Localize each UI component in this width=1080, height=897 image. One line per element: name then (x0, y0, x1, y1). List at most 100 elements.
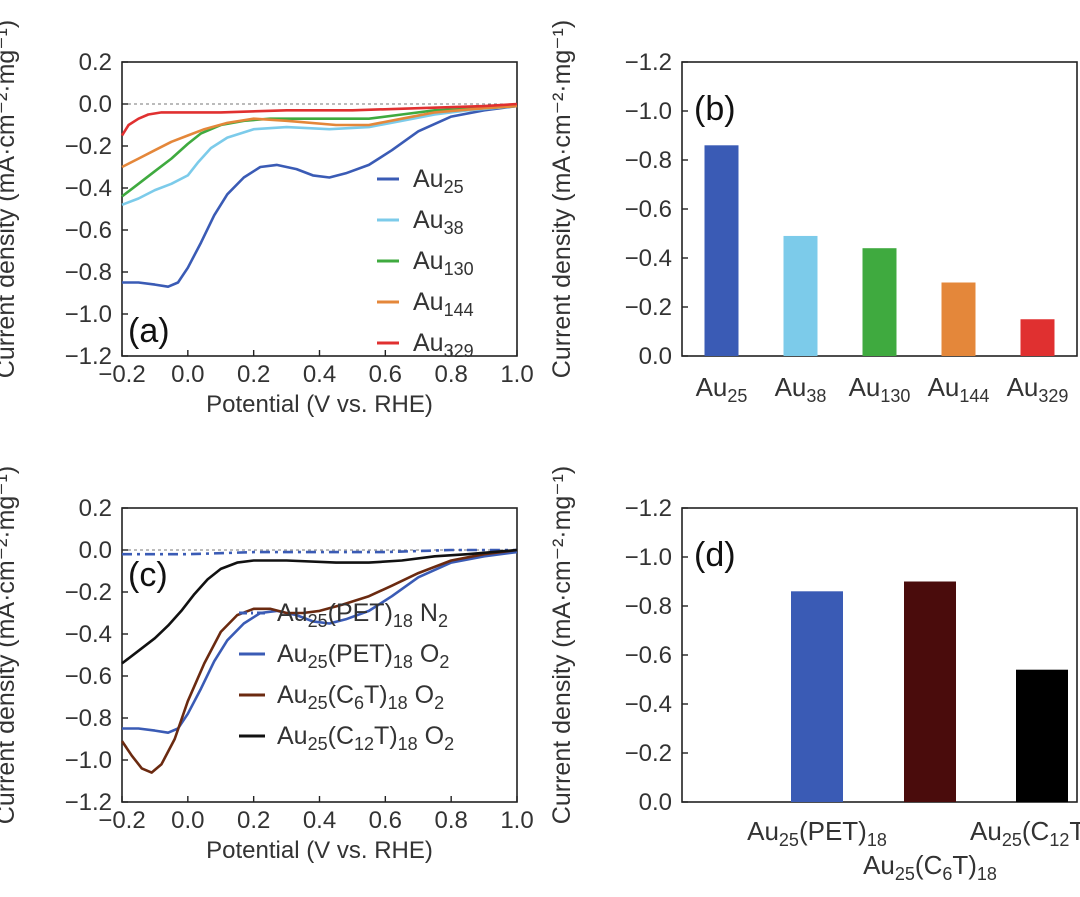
panel-label: (c) (128, 556, 168, 594)
y-tick-label: −0.4 (625, 691, 672, 718)
legend-label: Au25(C12T)18 O2 (277, 722, 454, 754)
y-tick-label: 0.2 (79, 495, 112, 522)
text-part: Au (277, 599, 308, 627)
text-part: (C (328, 681, 354, 709)
text-part: 18 (393, 611, 413, 631)
bar (704, 145, 739, 356)
text-part: 2 (434, 693, 444, 713)
text-part: 2 (444, 734, 454, 754)
series-line (120, 102, 518, 137)
legend-label: Au25 (413, 165, 464, 197)
category-label: Au38 (775, 372, 827, 406)
y-tick-label: −0.2 (65, 133, 112, 160)
y-tick-label: −1.2 (65, 343, 112, 370)
text-part: O (413, 640, 439, 668)
bar (1020, 319, 1055, 356)
y-axis-label: Current density (mA·cm⁻²·mg⁻¹) (0, 20, 20, 378)
bar (941, 282, 976, 356)
y-tick-label: −0.2 (625, 740, 672, 767)
text-part: 25 (895, 864, 915, 884)
category-label: Au25(C12T)18 (970, 816, 1080, 850)
text-part: 38 (444, 218, 464, 238)
text-part: 25 (779, 830, 799, 850)
category-label: Au25(PET)18 (747, 816, 887, 850)
text-part: 130 (880, 386, 910, 406)
text-part: Au (696, 372, 728, 402)
y-tick-label: −0.4 (625, 245, 672, 272)
series-line (122, 550, 518, 734)
text-part: T) (374, 722, 398, 750)
category-label: Au130 (849, 372, 911, 406)
legend-label: Au144 (413, 288, 474, 320)
text-part: (C (328, 722, 354, 750)
bar (904, 581, 956, 802)
x-tick-label: 0.8 (434, 807, 467, 834)
text-part: Au (1007, 372, 1039, 402)
text-part: (C (1022, 816, 1049, 846)
x-tick-label: 0.2 (237, 807, 270, 834)
y-tick-label: −0.6 (625, 196, 672, 223)
text-part: 144 (444, 300, 474, 320)
panel-label: (d) (694, 536, 736, 574)
bar (1016, 669, 1068, 802)
y-tick-label: −1.0 (65, 301, 112, 328)
panel-label: (a) (128, 312, 170, 350)
y-tick-label: 0.0 (79, 91, 112, 118)
text-part: (PET) (799, 816, 867, 846)
y-tick-label: −1.2 (625, 49, 672, 76)
text-part: Au (928, 372, 960, 402)
text-part: Au (413, 288, 444, 316)
text-part: 38 (806, 386, 826, 406)
category-label: Au25 (696, 372, 748, 406)
text-part: (PET) (328, 599, 393, 627)
text-part: 25 (308, 611, 328, 631)
y-tick-label: −1.0 (625, 98, 672, 125)
bar (791, 591, 843, 802)
text-part: Au (775, 372, 807, 402)
text-part: T) (952, 850, 977, 880)
panel-c-line-chart: −0.2 0.0 0.2 0.4 0.6 0.8 1.0 0.2 0.0 −0.2 −0.4 −0.6… (0, 466, 534, 864)
text-part: Au (849, 372, 881, 402)
y-tick-label: −0.8 (625, 147, 672, 174)
text-part: 12 (1049, 830, 1069, 850)
y-tick-label: 0.2 (79, 49, 112, 76)
category-label: Au144 (928, 372, 990, 406)
x-tick-label: 0.6 (369, 807, 402, 834)
panel-a-line-chart: −0.2 0.0 0.2 0.4 0.6 0.8 1.0 0.2 0.0 −0.2 −0.4 −0.6… (0, 20, 534, 418)
y-tick-label: −0.6 (65, 663, 112, 690)
text-part: 25 (308, 734, 328, 754)
y-tick-label: −1.0 (625, 544, 672, 571)
text-part: Au (413, 247, 444, 275)
x-tick-label: 0.8 (434, 361, 467, 388)
y-tick-label: 0.0 (79, 537, 112, 564)
text-part: Au (413, 206, 444, 234)
series-line (121, 548, 518, 665)
text-part: Au (970, 816, 1002, 846)
y-tick-label: −1.2 (625, 495, 672, 522)
text-part: 130 (444, 259, 474, 279)
text-part: 25 (444, 177, 464, 197)
y-tick-label: −0.4 (65, 175, 112, 202)
text-part: 2 (439, 652, 449, 672)
series-line (122, 104, 518, 288)
panel-d-bar-chart: −1.2−1.0−0.8−0.6−0.4−0.20.0Au25(PET)18Au… (548, 466, 1080, 884)
x-tick-label: 0.6 (369, 361, 402, 388)
y-tick-label: −1.2 (65, 789, 112, 816)
x-tick-label: 0.2 (237, 361, 270, 388)
text-part: 18 (977, 864, 997, 884)
legend-label: Au25(PET)18 N2 (277, 599, 448, 631)
y-tick-label: −1.0 (65, 747, 112, 774)
x-axis-label: Potential (V vs. RHE) (206, 837, 433, 864)
text-part: Au (413, 165, 444, 193)
y-tick-label: −0.8 (65, 705, 112, 732)
text-part: 18 (867, 830, 887, 850)
series-line (121, 104, 518, 169)
text-part: 25 (308, 693, 328, 713)
text-part: 6 (354, 693, 364, 713)
legend-label: Au25(C6T)18 O2 (277, 681, 444, 713)
text-part: 329 (444, 341, 474, 361)
text-part: 18 (388, 693, 408, 713)
text-part: 6 (942, 864, 952, 884)
